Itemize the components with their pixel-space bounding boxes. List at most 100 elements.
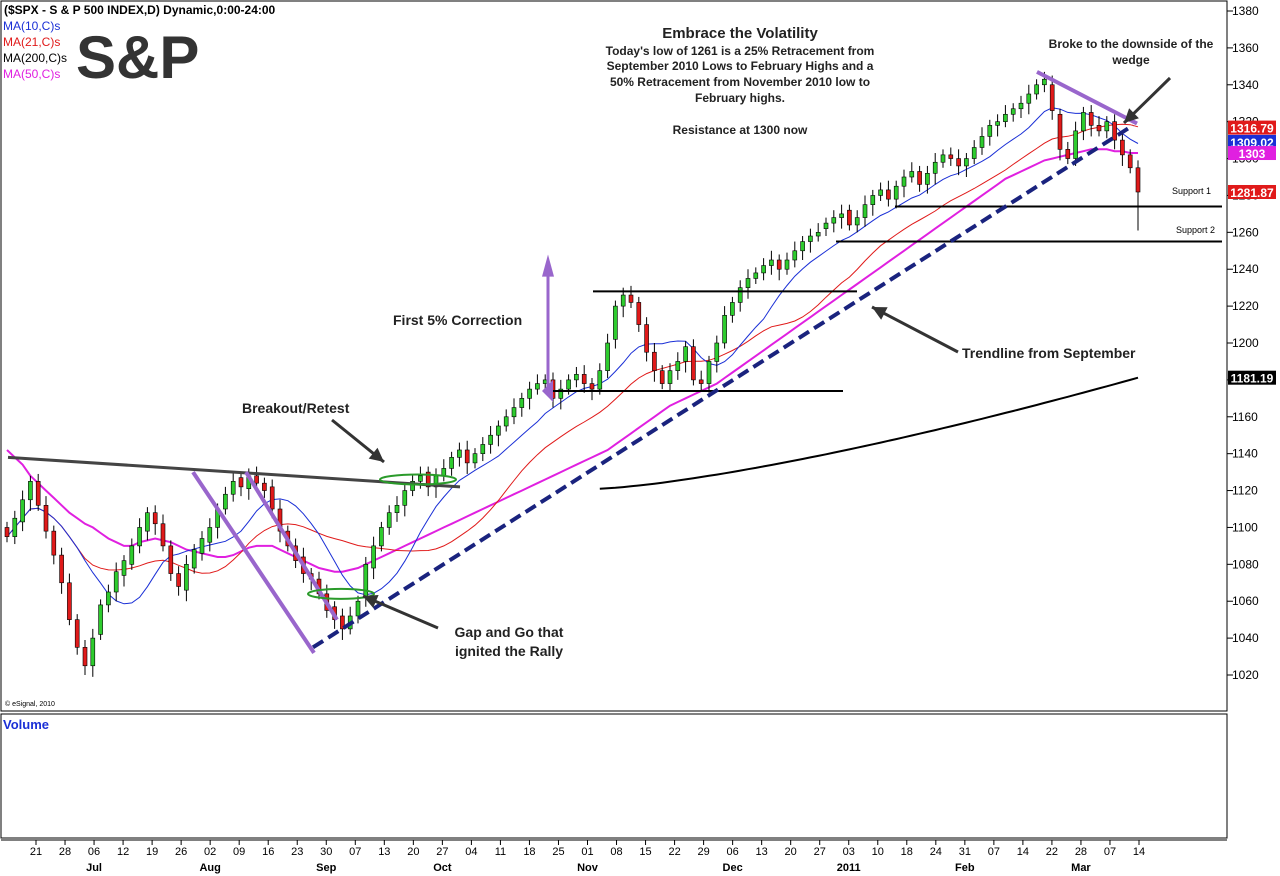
x-tick-label: 12 [117,846,129,858]
candle-up [496,425,501,436]
x-tick-label: 06 [727,846,739,858]
x-tick-label: 28 [1075,846,1087,858]
legend-ma21: MA(21,C)s [3,35,60,49]
candle-up [449,457,454,469]
candle-down [340,615,345,630]
wedge-line-left [191,470,316,654]
x-tick-label: 14 [1017,846,1029,858]
x-tick-label: 04 [465,846,477,858]
candle-up [1081,112,1086,132]
candle-up [113,571,119,593]
candle-down [238,477,244,488]
candle-down [1049,84,1055,111]
candle-up [605,342,610,371]
x-month-label: Nov [577,862,599,874]
x-tick-label: 22 [668,846,680,858]
y-tick-label: 1240 [1232,262,1259,276]
x-tick-label: 31 [959,846,971,858]
candle-down [262,482,267,491]
candle-up [207,527,213,543]
x-month-label: Aug [199,862,220,874]
legend-ma50: MA(50,C)s [3,67,60,81]
correction-arrow-head-left [542,379,553,403]
candle-down [35,481,41,506]
correction-arrow-head [542,254,554,277]
x-tick-label: 09 [233,846,245,858]
x-tick-label: 15 [639,846,651,858]
x-month-label: Dec [723,862,743,874]
candle-down [168,545,174,574]
candle-down [51,530,57,556]
candle-up [379,527,384,547]
candle-up [355,600,361,617]
candle-up [121,560,127,576]
candle-up [971,147,977,159]
candle-up [683,346,688,362]
candle-up [1073,130,1078,159]
resistance-note: Resistance at 1300 now [673,123,808,137]
x-tick-label: 10 [872,846,884,858]
x-tick-label: 08 [610,846,622,858]
volume-label: Volume [3,717,49,732]
candle-down [644,324,649,353]
candle-down [948,154,954,159]
candle-down [581,374,587,384]
candle-up [1042,78,1047,86]
candle-up [129,545,135,565]
x-tick-label: 27 [814,846,826,858]
x-tick-label: 07 [349,846,361,858]
candle-up [558,388,564,399]
candle-up [1026,93,1032,104]
ma21-line [6,123,1139,574]
candle-up [722,315,727,344]
x-month-label: 2011 [837,862,861,874]
x-tick-label: 07 [988,846,1000,858]
x-tick-label: 21 [30,846,42,858]
x-month-label: Oct [433,862,452,874]
candle-up [862,204,868,218]
y-tick-label: 1260 [1232,225,1259,239]
x-tick-label: 25 [552,846,564,858]
candle-down [1127,154,1133,169]
candle-down [82,647,88,667]
candle-up [488,434,493,445]
candle-up [925,173,930,185]
candle-down [1096,125,1102,132]
candle-up [964,158,969,167]
trendline-arrow-head [872,307,888,320]
ma200-line [599,376,1139,490]
x-tick-label: 01 [581,846,593,858]
x-month-label: Mar [1071,862,1091,874]
candle-up [106,591,111,606]
candle-up [394,505,400,513]
price-tag-label: 1281.87 [1230,186,1274,200]
candle-up [870,195,876,205]
chart-title: Embrace the Volatility [662,25,818,42]
x-tick-label: 14 [1133,846,1145,858]
price-tag-box [1228,134,1276,149]
price-panel-frame [0,0,1228,712]
y-tick-label: 1120 [1232,484,1258,498]
candle-up [613,305,618,340]
support-1-label: Support 1 [1172,186,1211,196]
candle-up [410,481,415,491]
volume-panel-frame [0,713,1228,839]
support-2-label: Support 2 [1176,225,1215,235]
candle-up [20,499,25,523]
x-tick-label: 06 [88,846,100,858]
candle-up [511,407,517,418]
candle-up [706,361,712,384]
candle-up [714,342,720,362]
candle-up [1034,84,1039,95]
annotation-breakout: Breakout/Retest [242,400,350,416]
candle-up [137,527,142,547]
x-tick-label: 11 [495,846,506,858]
candle-up [1104,121,1110,132]
gap-ellipse [307,587,375,600]
price-tag-box [1228,370,1276,385]
trendline-arrow [871,305,959,354]
candle-up [769,259,774,266]
x-tick-label: 30 [320,846,332,858]
candle-down [659,370,665,384]
logo-text: S&P [76,24,199,91]
